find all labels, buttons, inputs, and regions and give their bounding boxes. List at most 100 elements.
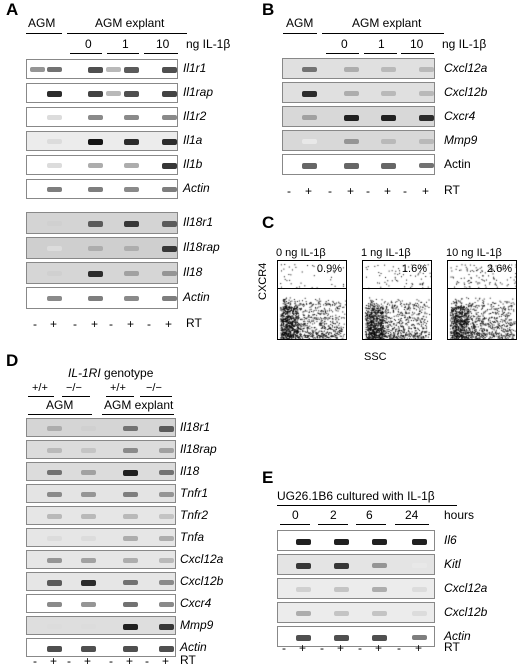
gel-band [162, 163, 177, 169]
gel-band [88, 91, 103, 97]
rt-sign: - [73, 317, 77, 331]
gel-band [296, 586, 311, 592]
rt-sign: + [299, 641, 307, 655]
gel-band [159, 469, 174, 475]
gel-band [159, 491, 174, 497]
gel-strip [26, 506, 176, 525]
gene-label: Cxcl12b [444, 604, 488, 619]
flow-x-axis-label: SSC [364, 351, 387, 363]
gel-band [47, 623, 62, 629]
gene-label: Il18 [180, 463, 200, 478]
gene-label: Il1rap [183, 85, 214, 99]
gel-band [412, 538, 427, 545]
gel-band [81, 645, 96, 652]
gel-band [124, 67, 139, 73]
gene-label: Il18 [183, 265, 203, 279]
gel-band [88, 296, 103, 301]
gel-band [47, 579, 62, 586]
gel-band [88, 163, 103, 168]
gel-band [123, 645, 138, 652]
rt-sign: + [375, 641, 383, 655]
gel-strip [26, 462, 176, 481]
gene-label: Il18rap [180, 441, 217, 456]
gene-label: Actin [444, 156, 471, 171]
rt-sign: + [305, 184, 313, 198]
gel-strip [26, 59, 178, 79]
gel-band [88, 221, 103, 227]
panel-a-dose-10: 10 [156, 37, 170, 51]
gel-band [88, 139, 103, 145]
gel-band [419, 162, 434, 168]
gel-band [381, 138, 396, 144]
rt-sign: - [358, 641, 362, 655]
gel-strip [26, 440, 176, 459]
gel-band [88, 271, 103, 277]
gel-band [372, 610, 387, 616]
gel-band [334, 610, 349, 616]
panel-e-time-2: 2 [330, 508, 337, 522]
gel-band [344, 90, 359, 96]
gene-label: Mmp9 [444, 132, 478, 147]
gene-label: Il1a [183, 133, 203, 147]
gene-label: Cxcl12a [444, 580, 488, 595]
gel-band [419, 114, 434, 121]
gel-band [296, 610, 311, 616]
gel-band [81, 535, 96, 541]
gel-band [344, 114, 359, 121]
gel-band [47, 187, 62, 192]
gel-band [124, 91, 139, 97]
gel-band [124, 115, 139, 120]
panel-e-time-0: 0 [292, 508, 299, 522]
gel-strip [277, 578, 435, 599]
rt-sign: + [337, 641, 345, 655]
gel-band [47, 645, 62, 652]
gel-band [296, 538, 311, 545]
gel-band [123, 491, 138, 497]
rt-sign: + [415, 641, 423, 655]
gel-strip [26, 262, 178, 284]
gel-band [106, 67, 121, 72]
gel-strip [282, 82, 435, 103]
rt-sign: - [397, 641, 401, 655]
gene-label: Cxcl12b [444, 84, 488, 99]
rt-sign: + [422, 184, 430, 198]
gel-strip [26, 237, 178, 259]
panel-a-header-agm: AGM [28, 16, 56, 30]
gel-band [302, 114, 317, 120]
gene-label: Actin [444, 628, 471, 643]
gel-strip [277, 530, 435, 551]
gel-band [47, 469, 62, 475]
gel-strip [26, 83, 178, 103]
gel-strip [26, 131, 178, 151]
gel-band [106, 91, 121, 96]
gel-band [47, 163, 62, 168]
gel-band [159, 557, 174, 563]
gel-band [123, 513, 138, 519]
gel-strip [26, 179, 178, 199]
panel-b-dose-1: 1 [378, 37, 385, 51]
panel-b-rt-label: RT [444, 183, 460, 197]
gel-band [372, 634, 387, 641]
gel-band [302, 66, 317, 72]
gel-band [47, 115, 62, 120]
rt-sign: - [366, 184, 370, 198]
panel-d-label: D [6, 351, 19, 370]
panel-e-title: UG26.1B6 cultured with IL-1β [277, 489, 435, 503]
gel-strip [26, 638, 176, 657]
flow-plot: 0.9% [277, 260, 347, 340]
gel-band [334, 562, 349, 569]
gel-band [372, 538, 387, 545]
gene-label: Il18rap [183, 240, 220, 254]
gel-band [302, 138, 317, 144]
gel-band [123, 535, 138, 541]
gel-strip [277, 626, 435, 647]
gel-strip [26, 550, 176, 569]
rt-sign: - [33, 317, 37, 331]
rt-sign: + [50, 317, 58, 331]
panel-a-header-explant: AGM explant [95, 16, 165, 30]
gel-band [159, 447, 174, 453]
flow-plot-title-2: 10 ng IL-1β [446, 247, 502, 259]
gel-band [47, 447, 62, 453]
panel-b-dose-10: 10 [410, 37, 424, 51]
gel-band [159, 513, 174, 519]
